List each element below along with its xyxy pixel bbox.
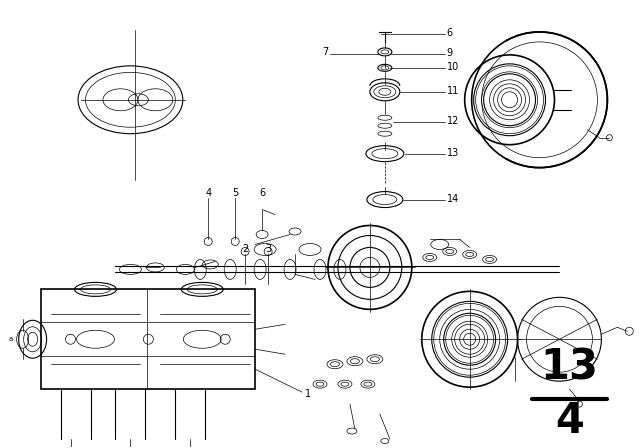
Text: 1: 1 xyxy=(305,389,311,399)
Text: 10: 10 xyxy=(447,62,459,72)
Text: 4: 4 xyxy=(555,400,584,442)
Text: 2: 2 xyxy=(242,245,248,254)
Text: 6: 6 xyxy=(447,28,453,38)
Text: 14: 14 xyxy=(447,194,459,203)
Text: 6: 6 xyxy=(259,188,265,198)
Text: 13: 13 xyxy=(447,148,459,158)
Text: 5: 5 xyxy=(232,188,239,198)
Text: 11: 11 xyxy=(447,86,459,96)
Text: 4: 4 xyxy=(205,188,211,198)
Text: 13: 13 xyxy=(540,346,598,388)
Text: 3: 3 xyxy=(265,245,271,254)
Text: a: a xyxy=(9,336,13,342)
Text: 7: 7 xyxy=(322,47,328,57)
Bar xyxy=(40,289,255,389)
Text: 9: 9 xyxy=(447,48,453,58)
Text: 12: 12 xyxy=(447,116,459,126)
